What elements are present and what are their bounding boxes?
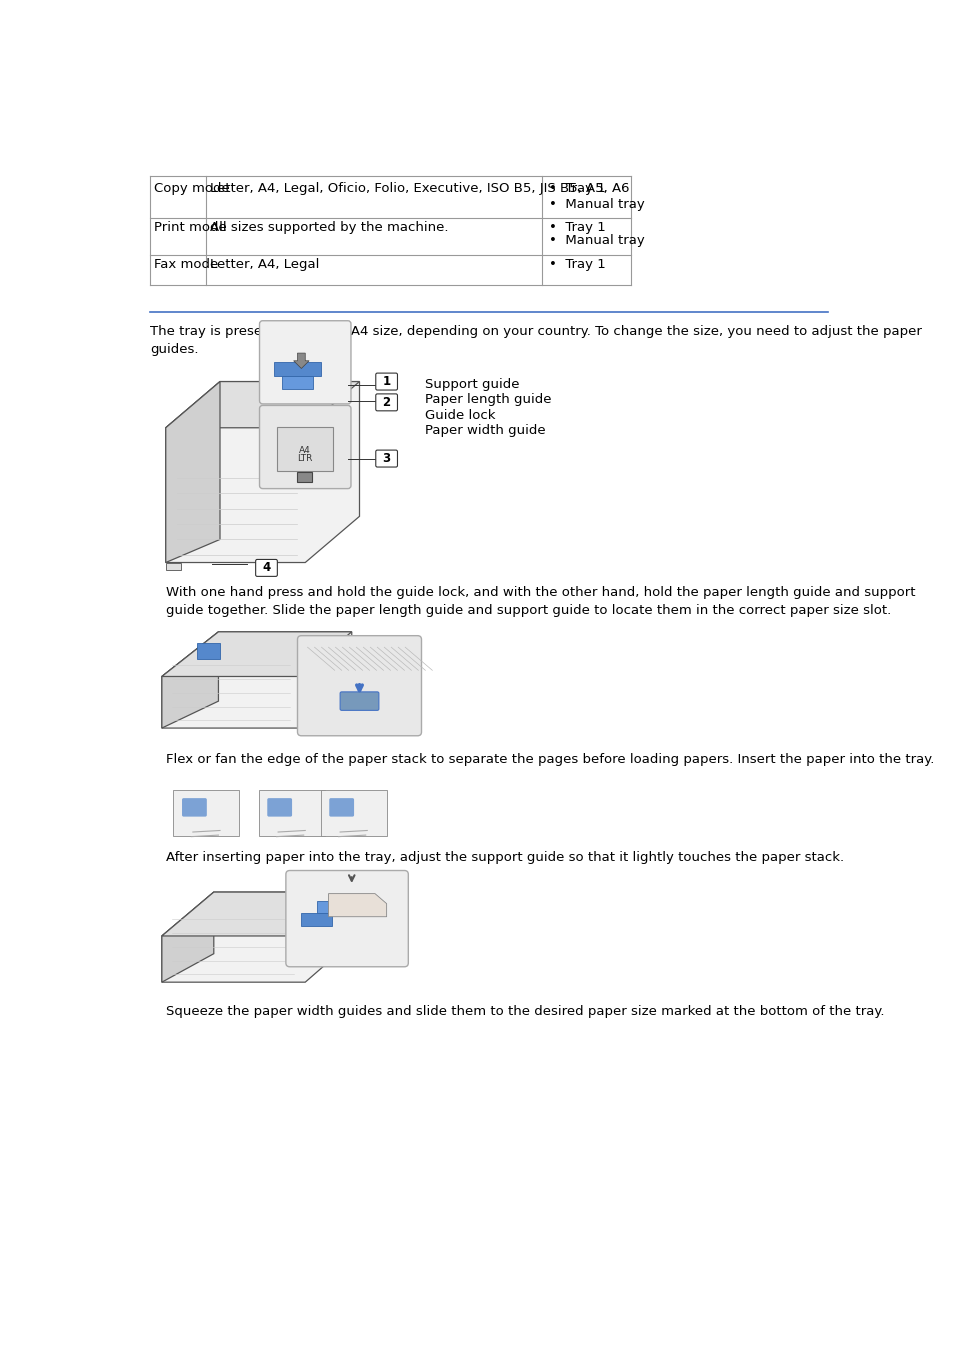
FancyBboxPatch shape bbox=[375, 394, 397, 411]
Text: Flex or fan the edge of the paper stack to separate the pages before loading pap: Flex or fan the edge of the paper stack … bbox=[166, 754, 933, 766]
Polygon shape bbox=[320, 790, 386, 836]
Polygon shape bbox=[162, 632, 352, 728]
Polygon shape bbox=[282, 376, 313, 389]
Polygon shape bbox=[166, 562, 181, 570]
FancyBboxPatch shape bbox=[297, 636, 421, 736]
Text: Squeeze the paper width guides and slide them to the desired paper size marked a: Squeeze the paper width guides and slide… bbox=[166, 1005, 883, 1019]
Polygon shape bbox=[173, 790, 239, 836]
FancyBboxPatch shape bbox=[296, 471, 312, 482]
Polygon shape bbox=[316, 901, 335, 913]
Text: After inserting paper into the tray, adjust the support guide so that it lightly: After inserting paper into the tray, adj… bbox=[166, 851, 843, 865]
Polygon shape bbox=[166, 381, 220, 562]
Polygon shape bbox=[274, 362, 320, 376]
Text: Letter, A4, Legal, Oficio, Folio, Executive, ISO B5, JIS B5, A5, A6: Letter, A4, Legal, Oficio, Folio, Execut… bbox=[210, 182, 629, 195]
Text: Fax mode: Fax mode bbox=[154, 258, 218, 272]
FancyBboxPatch shape bbox=[375, 450, 397, 467]
Text: All sizes supported by the machine.: All sizes supported by the machine. bbox=[210, 222, 448, 235]
Text: The tray is preset to Letter or A4 size, depending on your country. To change th: The tray is preset to Letter or A4 size,… bbox=[150, 326, 922, 357]
Text: Guide lock: Guide lock bbox=[425, 408, 496, 422]
FancyBboxPatch shape bbox=[286, 870, 408, 967]
Text: 3: 3 bbox=[382, 453, 391, 465]
Text: Paper length guide: Paper length guide bbox=[425, 393, 551, 407]
Text: Letter, A4, Legal: Letter, A4, Legal bbox=[210, 258, 319, 272]
Text: 1: 1 bbox=[382, 376, 391, 388]
Polygon shape bbox=[162, 892, 355, 982]
Text: A4: A4 bbox=[299, 446, 311, 455]
FancyBboxPatch shape bbox=[255, 559, 277, 577]
Polygon shape bbox=[166, 381, 359, 428]
Polygon shape bbox=[162, 632, 352, 677]
Polygon shape bbox=[162, 892, 355, 936]
Text: 4: 4 bbox=[262, 562, 271, 574]
Polygon shape bbox=[294, 353, 309, 369]
FancyBboxPatch shape bbox=[375, 373, 397, 390]
FancyBboxPatch shape bbox=[259, 405, 351, 489]
Polygon shape bbox=[166, 381, 359, 562]
FancyBboxPatch shape bbox=[277, 427, 333, 471]
Text: Print mode: Print mode bbox=[154, 222, 227, 235]
Polygon shape bbox=[328, 893, 386, 917]
Text: Support guide: Support guide bbox=[425, 378, 519, 390]
Text: •  Manual tray: • Manual tray bbox=[549, 197, 644, 211]
Text: •  Manual tray: • Manual tray bbox=[549, 235, 644, 247]
Text: Paper width guide: Paper width guide bbox=[425, 424, 545, 436]
FancyBboxPatch shape bbox=[259, 320, 351, 404]
Polygon shape bbox=[196, 643, 220, 659]
FancyBboxPatch shape bbox=[329, 798, 354, 816]
FancyBboxPatch shape bbox=[267, 798, 292, 816]
FancyBboxPatch shape bbox=[340, 692, 378, 711]
Text: •  Tray 1: • Tray 1 bbox=[549, 222, 605, 235]
Text: 2: 2 bbox=[382, 396, 391, 409]
Text: Copy mode: Copy mode bbox=[154, 182, 230, 195]
Polygon shape bbox=[162, 892, 213, 982]
Polygon shape bbox=[297, 639, 359, 662]
Polygon shape bbox=[162, 632, 218, 728]
Text: •  Tray 1: • Tray 1 bbox=[549, 258, 605, 272]
Polygon shape bbox=[258, 790, 324, 836]
FancyBboxPatch shape bbox=[182, 798, 207, 816]
Text: •  Tray 1: • Tray 1 bbox=[549, 182, 605, 195]
Polygon shape bbox=[301, 913, 332, 925]
Text: LTR: LTR bbox=[297, 454, 313, 463]
Text: With one hand press and hold the guide lock, and with the other hand, hold the p: With one hand press and hold the guide l… bbox=[166, 585, 914, 616]
